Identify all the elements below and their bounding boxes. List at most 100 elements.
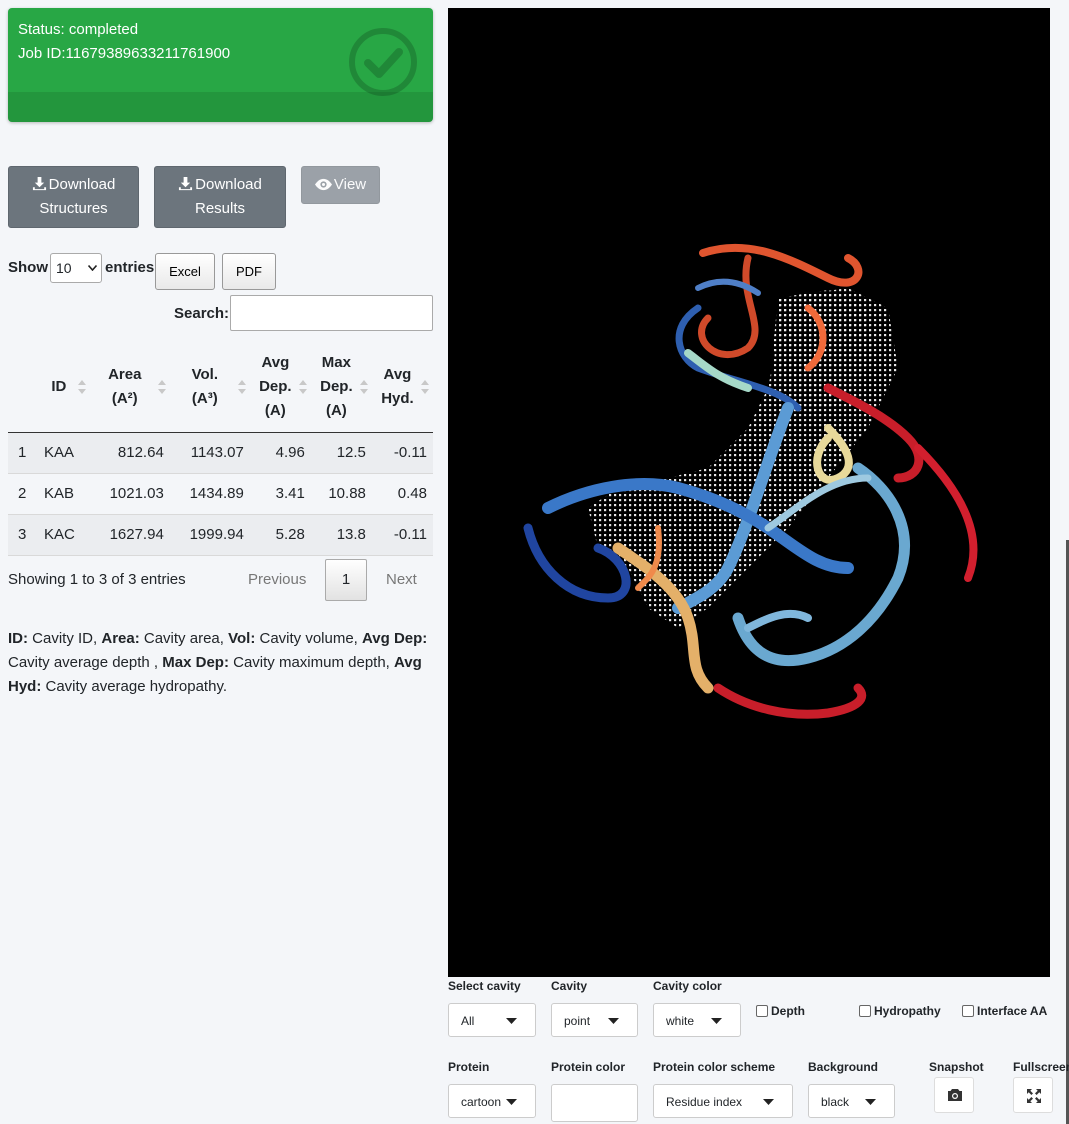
background-dropdown[interactable]: black bbox=[808, 1084, 895, 1118]
table-info: Showing 1 to 3 of 3 entries bbox=[8, 571, 186, 588]
protein-color-scheme-value: Residue index bbox=[666, 1095, 743, 1109]
previous-page-button[interactable]: Previous bbox=[248, 571, 307, 588]
chevron-down-icon bbox=[88, 265, 97, 271]
download-icon bbox=[32, 176, 46, 191]
table-row[interactable]: 2 KAB 1021.03 1434.89 3.41 10.88 0.48 bbox=[8, 473, 433, 515]
cavity-color-dropdown[interactable]: white bbox=[653, 1003, 741, 1037]
depth-label: Depth bbox=[771, 1004, 805, 1018]
fullscreen-button[interactable] bbox=[1013, 1077, 1053, 1113]
cell-avg-depth: 3.41 bbox=[249, 473, 311, 515]
select-cavity-value: All bbox=[461, 1014, 475, 1028]
cavity-style-value: point bbox=[564, 1014, 591, 1028]
molecule-viewer[interactable] bbox=[448, 8, 1050, 977]
cell-avg-depth: 4.96 bbox=[249, 432, 311, 474]
cavity-style-dropdown[interactable]: point bbox=[551, 1003, 638, 1037]
hydropathy-checkbox[interactable]: Hydropathy bbox=[859, 1004, 941, 1018]
interface-aa-checkbox[interactable]: Interface AA bbox=[962, 1004, 1047, 1018]
hydropathy-label: Hydropathy bbox=[874, 1004, 941, 1018]
status-card-footer bbox=[8, 92, 433, 122]
column-header-text: Dep. bbox=[259, 378, 292, 396]
cell-row-number: 2 bbox=[8, 473, 38, 515]
column-header-avg-hydropathy[interactable]: Avg Hyd. bbox=[371, 343, 433, 433]
view-button[interactable]: View bbox=[301, 166, 380, 204]
cell-avg-hydropathy: 0.48 bbox=[371, 473, 433, 515]
sort-icon bbox=[359, 380, 368, 394]
cell-avg-hydropathy: -0.11 bbox=[371, 432, 433, 474]
protein-color-scheme-label: Protein color scheme bbox=[653, 1060, 776, 1074]
abbreviation-legend: ID: Cavity ID, Area: Cavity area, Vol: C… bbox=[8, 627, 433, 699]
check-circle-icon bbox=[349, 28, 417, 96]
checkbox-box[interactable] bbox=[756, 1005, 768, 1017]
protein-color-scheme-dropdown[interactable]: Residue index bbox=[653, 1084, 793, 1118]
download-results-label-1: Download bbox=[195, 176, 262, 193]
sort-icon bbox=[421, 380, 429, 394]
cell-avg-depth: 5.28 bbox=[249, 514, 311, 556]
entries-label: entries bbox=[105, 259, 155, 276]
page-scrollbar[interactable] bbox=[1066, 540, 1069, 1124]
sort-icon bbox=[237, 380, 246, 394]
legend-term: ID: bbox=[8, 630, 28, 647]
download-results-label-2: Results bbox=[194, 200, 246, 217]
legend-term: Area: bbox=[101, 630, 140, 647]
caret-down-icon bbox=[506, 1099, 517, 1105]
entries-length-select[interactable]: 10 bbox=[50, 253, 102, 283]
status-card: Status: completed Job ID:116793896332117… bbox=[8, 8, 433, 122]
caret-down-icon bbox=[506, 1018, 517, 1024]
page-1-button[interactable]: 1 bbox=[325, 559, 367, 601]
export-pdf-button[interactable]: PDF bbox=[222, 253, 276, 290]
column-header-max-depth[interactable]: Max Dep. (A) bbox=[310, 343, 372, 433]
column-header-id[interactable]: ID bbox=[38, 343, 90, 433]
download-icon bbox=[179, 176, 193, 191]
column-header-text: Dep. bbox=[320, 378, 353, 396]
caret-down-icon bbox=[711, 1018, 722, 1024]
column-header-text: (A³) bbox=[191, 390, 218, 408]
next-page-button[interactable]: Next bbox=[386, 571, 417, 588]
legend-description: Cavity maximum depth, bbox=[228, 654, 395, 671]
cell-row-number: 3 bbox=[8, 514, 38, 556]
snapshot-button[interactable] bbox=[934, 1077, 974, 1113]
cell-id: KAA bbox=[38, 432, 90, 474]
status-text: Status: completed bbox=[18, 21, 139, 38]
entries-length-value: 10 bbox=[56, 260, 72, 276]
cell-row-number: 1 bbox=[8, 432, 38, 474]
column-header-text: Hyd. bbox=[381, 390, 414, 408]
select-cavity-dropdown[interactable]: All bbox=[448, 1003, 536, 1037]
legend-description: Cavity area, bbox=[139, 630, 229, 647]
select-cavity-label: Select cavity bbox=[448, 979, 521, 993]
legend-term: Avg Hyd: bbox=[8, 654, 422, 695]
column-header-text: (A) bbox=[325, 402, 347, 420]
column-header-area[interactable]: Area (A²) bbox=[89, 343, 170, 433]
export-excel-button[interactable]: Excel bbox=[155, 253, 215, 290]
search-label: Search: bbox=[174, 305, 230, 322]
legend-description: Cavity ID, bbox=[28, 630, 102, 647]
download-structures-label-2: Structures bbox=[39, 200, 108, 217]
legend-description: Cavity average hydropathy. bbox=[41, 678, 228, 695]
fullscreen-label: Fullscreen bbox=[1013, 1060, 1069, 1074]
cell-area: 1627.94 bbox=[89, 514, 170, 556]
protein-color-input[interactable] bbox=[551, 1084, 638, 1122]
search-input[interactable] bbox=[230, 295, 433, 331]
job-id-text: Job ID:11679389633211761900 bbox=[18, 45, 231, 62]
cell-max-depth: 12.5 bbox=[310, 432, 372, 474]
legend-term: Max Dep: bbox=[162, 654, 229, 671]
column-header-text: Max bbox=[321, 354, 351, 372]
cell-volume: 1999.94 bbox=[169, 514, 250, 556]
protein-label: Protein bbox=[448, 1060, 490, 1074]
protein-style-dropdown[interactable]: cartoon bbox=[448, 1084, 536, 1118]
table-row[interactable]: 3 KAC 1627.94 1999.94 5.28 13.8 -0.11 bbox=[8, 514, 433, 556]
checkbox-box[interactable] bbox=[859, 1005, 871, 1017]
sort-icon bbox=[298, 380, 307, 394]
table-header-row: ID Area (A²) Vol. (A³) Avg Dep. (A) Max Dep. (A) Av… bbox=[8, 343, 433, 433]
checkbox-box[interactable] bbox=[962, 1005, 974, 1017]
column-header-avg-depth[interactable]: Avg Dep. (A) bbox=[249, 343, 311, 433]
column-header-text: ID bbox=[51, 378, 67, 396]
legend-description: Cavity volume, bbox=[255, 630, 363, 647]
download-structures-button[interactable]: Download Structures bbox=[8, 166, 139, 228]
cavity-color-value: white bbox=[666, 1014, 695, 1028]
column-header-volume[interactable]: Vol. (A³) bbox=[169, 343, 250, 433]
cell-avg-hydropathy: -0.11 bbox=[371, 514, 433, 556]
table-row[interactable]: 1 KAA 812.64 1143.07 4.96 12.5 -0.11 bbox=[8, 432, 433, 474]
download-results-button[interactable]: Download Results bbox=[154, 166, 286, 228]
legend-term: Vol: bbox=[228, 630, 256, 647]
depth-checkbox[interactable]: Depth bbox=[756, 1004, 805, 1018]
